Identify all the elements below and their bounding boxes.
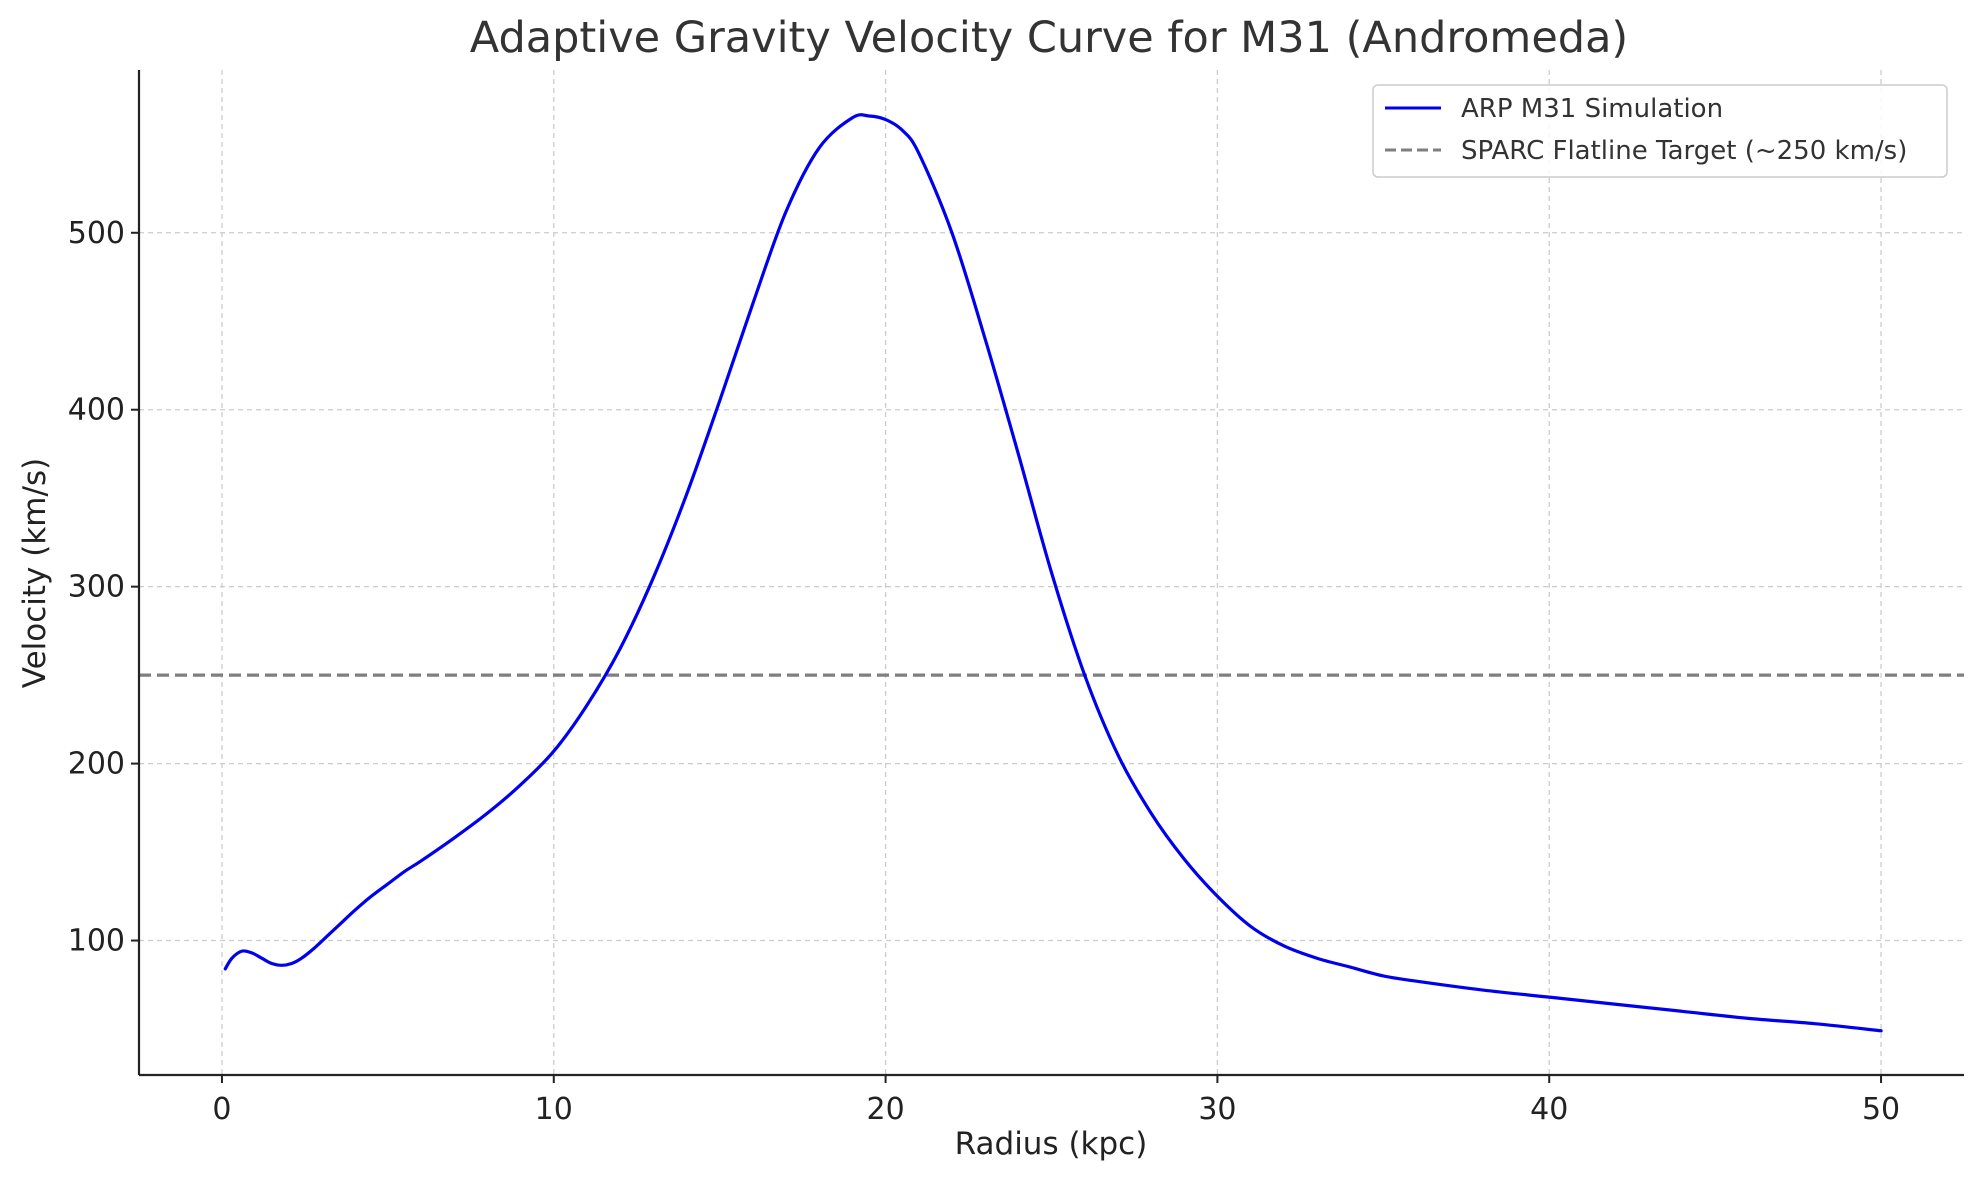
axis-ticks: 0 10 20 30 40 50 100 200 300 400 500 — [68, 216, 1900, 1127]
plot-series — [139, 113, 1964, 1033]
legend-label-flatline: SPARC Flatline Target (~250 km/s) — [1461, 136, 1907, 166]
axes-spines — [137, 70, 1964, 1077]
x-tick-label: 40 — [1530, 1092, 1568, 1127]
y-tick-label: 100 — [68, 924, 125, 959]
grid — [139, 70, 1964, 1075]
x-tick-label: 0 — [212, 1092, 231, 1127]
legend: ARP M31 Simulation SPARC Flatline Target… — [1372, 84, 1948, 178]
x-tick-label: 20 — [866, 1092, 904, 1127]
x-tick-label: 30 — [1198, 1092, 1236, 1127]
x-tick-label: 10 — [535, 1092, 573, 1127]
y-tick-label: 200 — [68, 747, 125, 782]
legend-label-simulation: ARP M31 Simulation — [1461, 94, 1723, 124]
y-tick-label: 500 — [68, 216, 125, 251]
y-tick-label: 300 — [68, 570, 125, 605]
y-tick-label: 400 — [68, 393, 125, 428]
x-tick-label: 50 — [1862, 1092, 1900, 1127]
chart-title: Adaptive Gravity Velocity Curve for M31 … — [470, 13, 1628, 63]
y-axis-label: Velocity (km/s) — [17, 458, 53, 688]
simulation-curve — [223, 113, 1883, 1033]
x-axis-label: Radius (kpc) — [955, 1126, 1148, 1162]
legend-box — [1372, 84, 1948, 178]
